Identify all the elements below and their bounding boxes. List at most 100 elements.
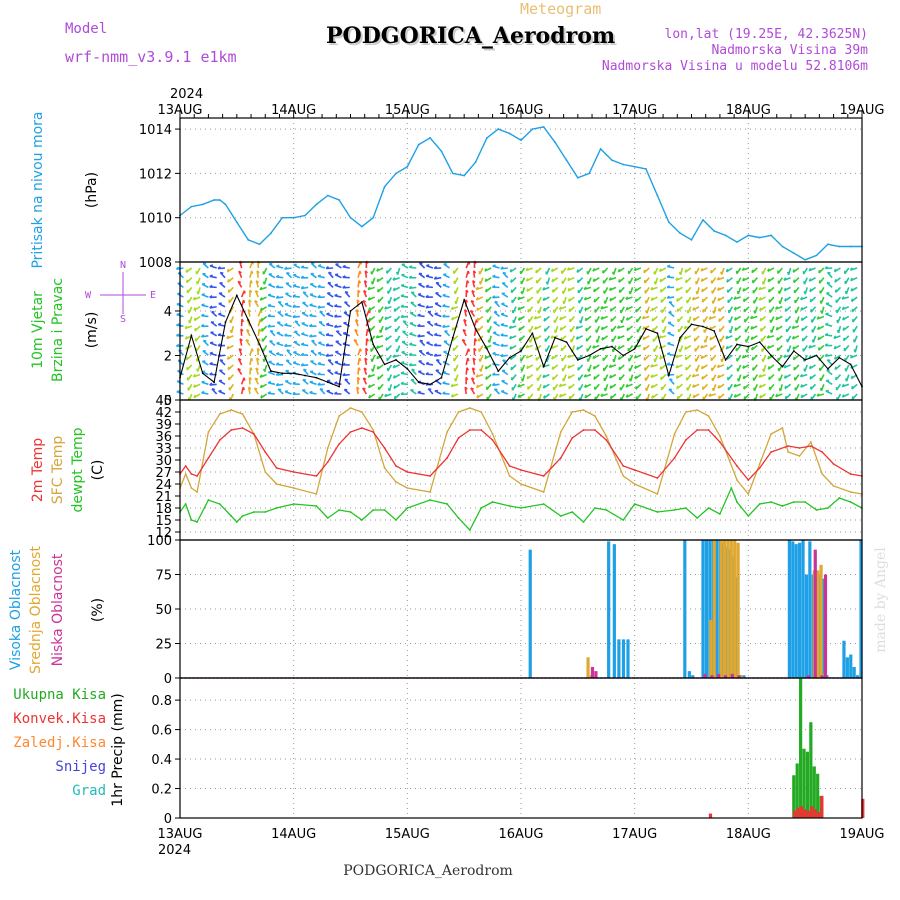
wind-arrow-head [284,312,288,316]
wind-arrow-head [450,306,454,310]
cloud-high-bar [704,540,709,678]
temp2m-series-point [264,451,267,453]
pressure-series-point [656,194,659,197]
precip-total-bar [799,678,803,818]
wind-arrow-head [454,300,457,305]
wind-arrow-head [502,271,507,275]
wind-arrow-head [343,331,347,335]
pressure-series-point [599,148,602,150]
wind-arrow-head [628,368,631,372]
wind-arrow-head [262,281,266,285]
wind-speed-series-point [440,376,443,379]
dewpt-series-point [815,509,818,511]
wind-arrow-head [355,309,360,313]
sfc-temp-series-point [480,411,483,413]
wind-arrow-head [817,347,821,351]
wind-arrow-head [367,297,371,301]
temp2m-series-point [275,467,278,469]
wind-arrow-head [608,364,612,368]
wind-arrow-head [342,362,346,366]
cloud-mid-bar [709,620,713,678]
wind-arrow-head [543,318,546,322]
sfc-temp-series-point [758,463,761,465]
wind-arrow-head [400,283,405,287]
wind-arrow-head [217,343,221,347]
wind-arrow-head [227,366,230,370]
pressure-series-point [349,216,352,219]
wind-arrow-head [658,268,662,272]
wind-arrow-head [227,279,230,283]
temp2m-series-point [832,463,835,465]
wind-arrow-head [551,278,554,283]
cloud-low-bar [806,675,811,678]
wind-arrow-head [850,298,854,302]
dewpt-series-point [395,519,397,521]
cloud-high-bar [683,540,687,678]
wind-arrow-head [325,353,329,357]
wind-arrow-head [188,320,191,324]
wind-arrow-head [733,296,737,300]
wind-arrow-head [634,298,638,302]
wind-arrow-head [753,310,756,314]
cloud-high-bar [621,639,626,678]
xtick-bottom-label: 14AUG [271,827,316,842]
pressure-series-point [758,236,761,239]
wind-arrow-head [487,339,491,343]
cloud-high-bar [845,657,849,678]
wind-barb-layer [175,260,858,402]
ytick-label-temperature: 30 [155,454,172,469]
wind-arrow-head [393,297,396,302]
wind-arrow-head [185,279,189,283]
sfc-temp-series-point [633,483,636,485]
wind-speed-series-point [383,363,386,366]
wind-arrow-head [666,362,671,366]
wind-arrow-head [792,356,796,360]
wind-arrow-head [725,345,729,350]
sfc-temp-series-point [468,407,471,409]
wind-arrow-head [593,376,596,380]
wind-arrow-head [184,325,188,330]
wind-arrow-head [800,384,804,388]
pressure-series-point [258,243,261,246]
wind-arrow-head [357,376,361,381]
wind-arrow-head [834,289,837,293]
wind-arrow-head [362,299,367,303]
wind-arrow-head [700,267,704,272]
wind-speed-series-point [190,334,193,337]
wind-arrow-head [836,319,839,324]
wind-speed-series-point [758,341,761,344]
axes-layer: 1008101010121014024121518212427303336394… [139,103,885,842]
wind-arrow-head [510,279,513,283]
temp2m-series-point [542,475,545,477]
wind-arrow-head [278,300,282,304]
sfc-temp-series-point [395,481,397,483]
wind-arrow-head [725,335,729,339]
wind-arrow-head [425,294,429,298]
sfc-temp-series-point [849,491,852,493]
wind-arrow-head [567,287,571,292]
wind-arrow-head [209,274,213,278]
wind-arrow-head [734,337,738,341]
year-bottom: 2024 [158,843,191,858]
wind-arrow-head [209,305,213,309]
wind-arrow-head [842,327,845,331]
pressure-series-point [633,165,636,168]
wind-speed-series-point [429,383,431,386]
wind-speed-series-point [338,385,341,388]
wind-arrow-head [226,268,230,273]
wind-arrow-head [809,298,812,303]
wind-arrow-head [758,307,762,311]
wind-arrow-head [375,345,379,349]
wind-arrow-head [801,327,804,332]
wind-arrow-head [292,304,296,308]
wind-arrow-head [653,271,656,275]
wind-arrow-head [419,339,423,342]
wind-arrow-head [411,291,415,294]
temp2m-series-point [491,439,494,441]
wind-arrow-head [302,291,307,294]
wind-arrow-head [259,307,263,311]
wind-arrow-head [742,298,746,302]
wind-arrow-head [465,376,469,381]
wind-arrow-head [536,387,540,391]
sfc-temp-series-point [684,411,687,413]
